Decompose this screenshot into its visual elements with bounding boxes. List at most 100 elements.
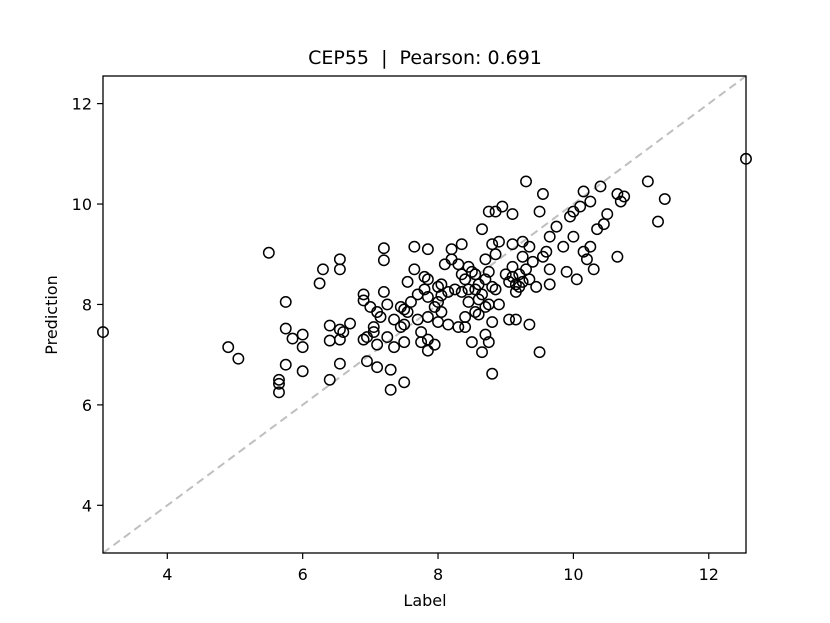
data-point — [333, 253, 346, 266]
data-point — [479, 253, 492, 266]
data-point — [594, 180, 607, 193]
data-point — [486, 367, 499, 380]
data-point — [469, 306, 482, 318]
data-point — [296, 328, 309, 341]
data-point — [286, 332, 299, 345]
data-point — [509, 313, 522, 326]
data-point — [317, 263, 329, 276]
data-point — [222, 341, 235, 354]
data-point — [520, 175, 532, 188]
data-point — [584, 195, 597, 208]
x-tick-label: 10 — [563, 565, 583, 584]
data-point — [536, 188, 549, 200]
data-point — [445, 243, 458, 256]
data-point — [652, 215, 664, 228]
data-point — [421, 344, 434, 357]
data-point — [344, 317, 356, 330]
data-point — [557, 240, 570, 253]
data-point — [273, 386, 285, 399]
data-point — [418, 270, 431, 283]
y-tick-label: 10 — [72, 195, 92, 214]
data-point — [232, 352, 245, 365]
data-point — [523, 318, 536, 331]
data-point — [377, 242, 390, 255]
plot-area-frame — [102, 75, 747, 554]
data-point — [489, 283, 502, 296]
data-point — [388, 313, 400, 326]
data-point — [577, 185, 590, 198]
data-point — [394, 321, 407, 334]
data-point — [472, 308, 485, 321]
data-point — [367, 321, 380, 334]
data-point — [421, 243, 434, 256]
x-tick-label: 8 — [433, 565, 443, 584]
data-point — [486, 280, 499, 293]
data-point — [530, 280, 543, 293]
data-point — [323, 373, 336, 386]
y-tick-label: 8 — [82, 295, 92, 314]
data-point — [371, 338, 384, 351]
data-point — [279, 322, 292, 335]
data-point — [570, 273, 583, 286]
data-point — [459, 321, 472, 334]
data-point — [516, 275, 529, 288]
x-axis-label: Label — [403, 591, 446, 610]
data-point — [516, 250, 529, 263]
data-point — [486, 238, 499, 251]
data-point — [493, 235, 505, 248]
data-point — [435, 306, 448, 318]
data-point — [476, 288, 488, 301]
data-point — [279, 358, 292, 371]
data-point — [262, 246, 275, 259]
y-axis-ticks: 4 6 8 10 12 — [72, 95, 103, 515]
x-tick-label: 4 — [162, 565, 172, 584]
data-point — [401, 275, 414, 288]
data-point — [323, 319, 336, 332]
data-point — [455, 238, 468, 251]
data-point — [381, 331, 394, 344]
data-point — [323, 334, 336, 347]
data-point — [506, 270, 519, 283]
data-point — [479, 328, 492, 341]
data-point — [459, 311, 472, 323]
data-point — [580, 253, 593, 266]
chart-title: CEP55 | Pearson: 0.691 — [308, 47, 542, 69]
data-point — [333, 333, 346, 346]
data-point — [442, 285, 455, 298]
data-point — [337, 326, 350, 339]
data-point — [496, 200, 509, 213]
data-point — [421, 273, 434, 286]
data-point — [543, 263, 556, 276]
data-point — [482, 265, 495, 278]
data-point — [398, 318, 411, 331]
data-point — [523, 240, 536, 253]
data-point — [279, 295, 292, 308]
data-point — [462, 295, 475, 308]
x-tick-label: 6 — [298, 565, 308, 584]
data-point — [398, 303, 411, 316]
data-point — [455, 285, 468, 298]
data-point — [479, 273, 492, 286]
data-point — [367, 326, 380, 339]
data-point — [540, 245, 553, 258]
data-point — [333, 357, 346, 370]
data-point — [357, 294, 370, 307]
data-point — [398, 376, 411, 389]
data-point — [357, 333, 370, 346]
data-point — [482, 336, 495, 349]
data-point — [493, 298, 505, 311]
y-tick-label: 12 — [72, 95, 92, 114]
data-point — [384, 383, 397, 396]
data-point — [543, 278, 556, 291]
data-point — [449, 283, 461, 296]
data-point — [296, 341, 309, 354]
data-point — [273, 377, 285, 390]
data-point — [533, 346, 546, 359]
data-point — [560, 265, 573, 278]
data-point — [601, 208, 614, 221]
data-point — [428, 338, 441, 351]
y-tick-label: 4 — [82, 496, 92, 515]
data-point — [333, 323, 346, 336]
data-point — [408, 263, 421, 276]
data-point — [567, 230, 580, 243]
